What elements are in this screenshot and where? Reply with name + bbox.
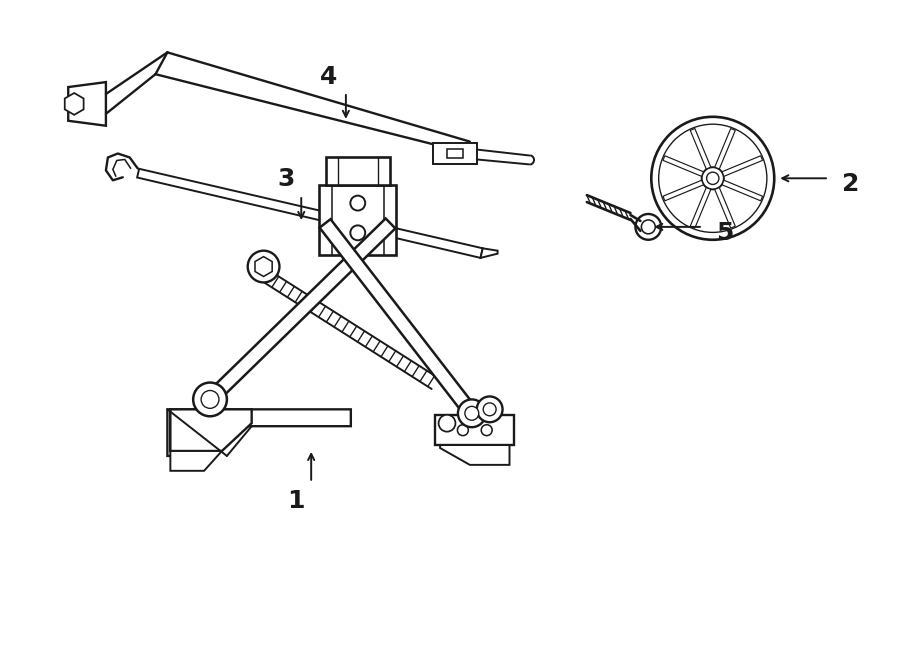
Polygon shape (320, 185, 397, 255)
Polygon shape (690, 128, 711, 169)
Text: 3: 3 (278, 167, 295, 191)
Polygon shape (65, 93, 84, 115)
Polygon shape (326, 158, 390, 185)
Circle shape (465, 406, 479, 420)
Text: 4: 4 (320, 65, 338, 89)
Circle shape (659, 124, 767, 232)
Circle shape (702, 167, 724, 189)
Text: 1: 1 (288, 489, 305, 512)
Polygon shape (447, 148, 463, 158)
Circle shape (248, 251, 279, 283)
Circle shape (350, 196, 365, 211)
Circle shape (642, 220, 655, 234)
Polygon shape (663, 180, 704, 201)
Polygon shape (440, 445, 509, 465)
Circle shape (652, 117, 774, 240)
Circle shape (201, 391, 219, 408)
Polygon shape (722, 180, 762, 201)
Circle shape (635, 214, 662, 240)
Circle shape (438, 415, 455, 432)
Polygon shape (68, 82, 106, 126)
Polygon shape (255, 257, 272, 277)
Polygon shape (170, 409, 252, 451)
Polygon shape (690, 187, 711, 228)
Polygon shape (663, 156, 704, 176)
Polygon shape (435, 415, 515, 445)
Polygon shape (170, 451, 222, 471)
Circle shape (458, 399, 486, 427)
Polygon shape (715, 128, 735, 169)
Circle shape (350, 225, 365, 240)
Circle shape (194, 383, 227, 416)
Text: 2: 2 (842, 172, 859, 196)
Polygon shape (205, 218, 395, 404)
Circle shape (706, 172, 719, 185)
Circle shape (457, 425, 468, 436)
Polygon shape (320, 219, 477, 418)
Polygon shape (481, 248, 498, 258)
Polygon shape (137, 169, 482, 258)
Circle shape (483, 403, 496, 416)
Circle shape (482, 425, 492, 436)
Polygon shape (167, 409, 351, 456)
Text: 5: 5 (716, 221, 733, 245)
Polygon shape (722, 156, 762, 176)
Polygon shape (715, 187, 735, 228)
Polygon shape (433, 142, 477, 164)
Circle shape (477, 397, 502, 422)
